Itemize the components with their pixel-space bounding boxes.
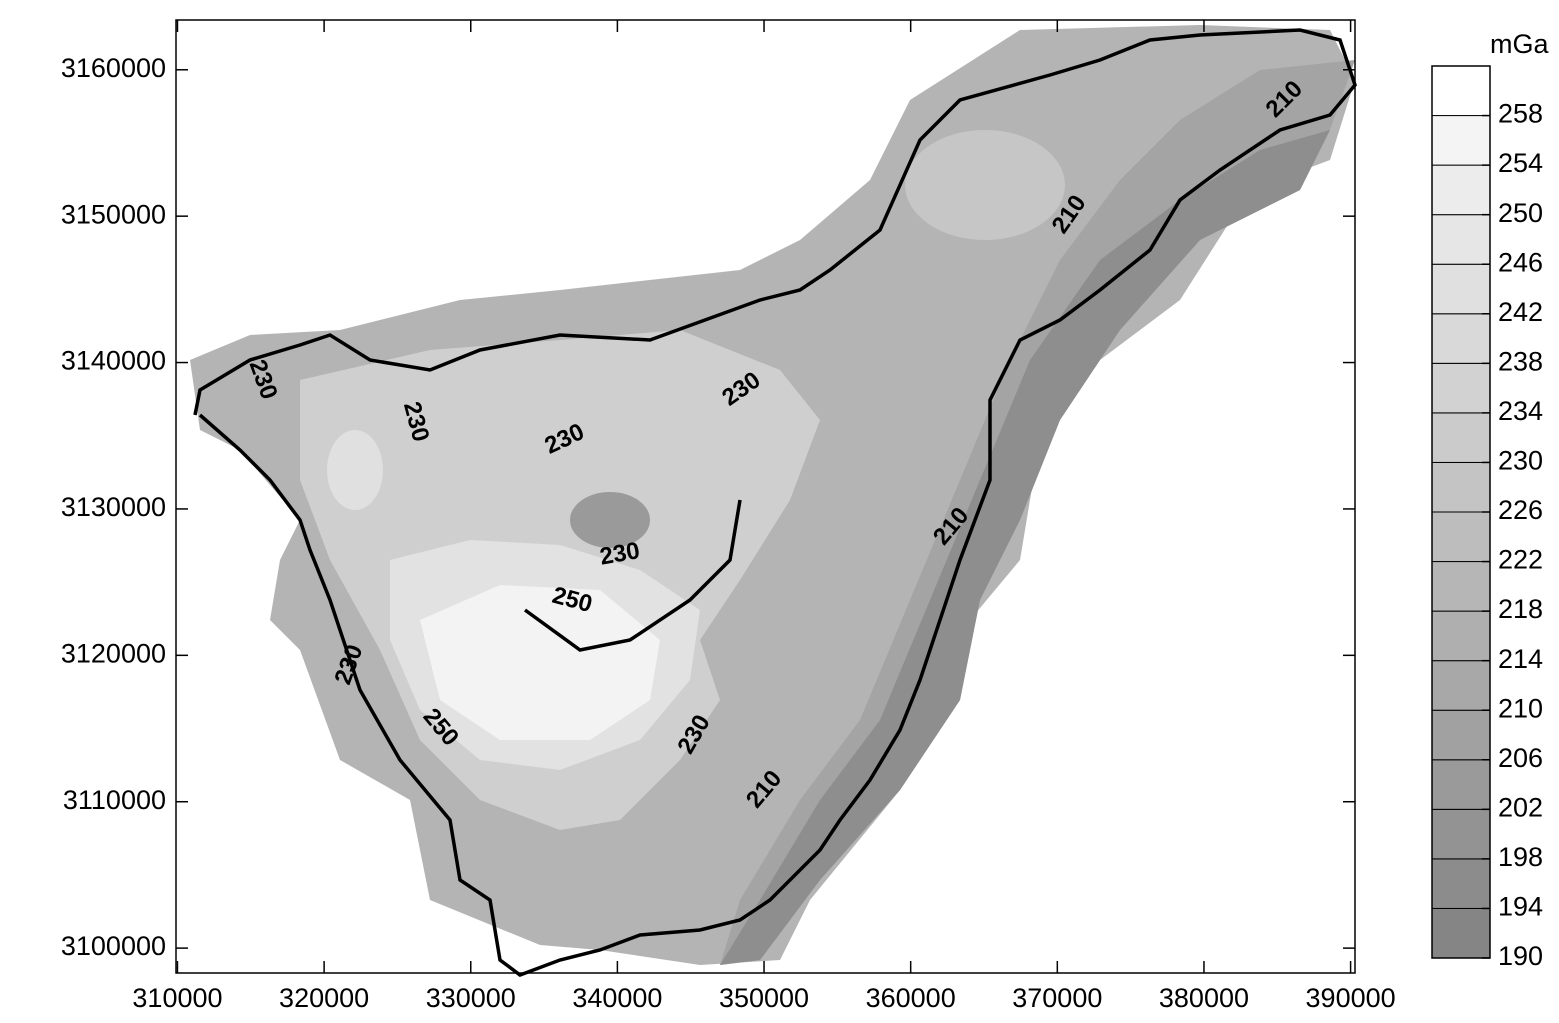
colorbar-band (1431, 759, 1491, 810)
colorbar-frame (1431, 65, 1491, 959)
y-tick-label: 3100000 (61, 931, 166, 961)
colorbar-tick-label: 206 (1498, 743, 1543, 773)
colorbar-tick-label: 214 (1498, 644, 1543, 674)
colorbar-band (1431, 313, 1491, 364)
colorbar-band (1431, 65, 1491, 117)
colorbar-label: mGa (1490, 29, 1549, 59)
colorbar-band (1431, 709, 1491, 761)
colorbar-tick-label: 202 (1498, 792, 1543, 822)
colorbar-tick-label: 246 (1498, 247, 1543, 277)
colorbar-tick-label: 222 (1498, 545, 1543, 575)
colorbar-tick-label: 194 (1498, 892, 1543, 922)
colorbar-tick-label: 258 (1498, 99, 1543, 129)
colorbar-band (1431, 610, 1491, 662)
colorbar-band (1431, 511, 1491, 563)
colorbar-tick-label: 238 (1498, 346, 1543, 376)
x-tick-label: 320000 (279, 983, 369, 1013)
field-region (420, 585, 660, 740)
colorbar-band (1431, 412, 1491, 463)
colorbar-tick-label: 254 (1498, 148, 1543, 178)
x-tick-label: 370000 (1012, 983, 1102, 1013)
y-tick-label: 3160000 (61, 53, 166, 83)
colorbar-band (1431, 561, 1491, 612)
plot-frame (175, 19, 1356, 974)
field-region (905, 130, 1065, 240)
colorbar-band (1431, 214, 1491, 265)
x-tick-label: 350000 (719, 983, 809, 1013)
field-region (327, 430, 383, 510)
x-tick-label: 390000 (1306, 983, 1396, 1013)
colorbar-band (1431, 858, 1491, 909)
colorbar-band (1431, 808, 1491, 860)
colorbar-band (1431, 263, 1491, 315)
x-tick-label: 360000 (866, 983, 956, 1013)
colorbar-band (1431, 362, 1491, 414)
y-tick-label: 3130000 (61, 492, 166, 522)
x-tick-label: 340000 (572, 983, 662, 1013)
colorbar-band (1431, 461, 1491, 513)
colorbar-band (1431, 164, 1491, 216)
x-tick-label: 310000 (132, 983, 222, 1013)
field-region (570, 492, 650, 548)
colorbar-tick-label: 230 (1498, 446, 1543, 476)
colorbar-band (1431, 115, 1491, 166)
colorbar-tick-label: 234 (1498, 396, 1543, 426)
x-tick-label: 330000 (426, 983, 516, 1013)
colorbar-tick-label: 210 (1498, 693, 1543, 723)
colorbar-tick-label: 242 (1498, 297, 1543, 327)
colorbar-tick-label: 226 (1498, 495, 1543, 525)
y-tick-label: 3110000 (63, 785, 166, 815)
x-tick-label: 380000 (1159, 983, 1249, 1013)
y-tick-label: 3120000 (61, 638, 166, 668)
coastline (193, 28, 1357, 977)
colorbar-tick-label: 190 (1498, 941, 1543, 971)
colorbar-tick-label: 198 (1498, 842, 1543, 872)
field-region (720, 130, 1330, 965)
colorbar-band (1431, 907, 1491, 959)
gravity-field (190, 25, 1355, 965)
y-tick-label: 3140000 (61, 346, 166, 376)
colorbar-tick-label: 218 (1498, 594, 1543, 624)
colorbar-tick-label: 250 (1498, 198, 1543, 228)
caldera-rim (523, 499, 742, 652)
y-tick-label: 3150000 (61, 199, 166, 229)
colorbar-band (1431, 660, 1491, 711)
